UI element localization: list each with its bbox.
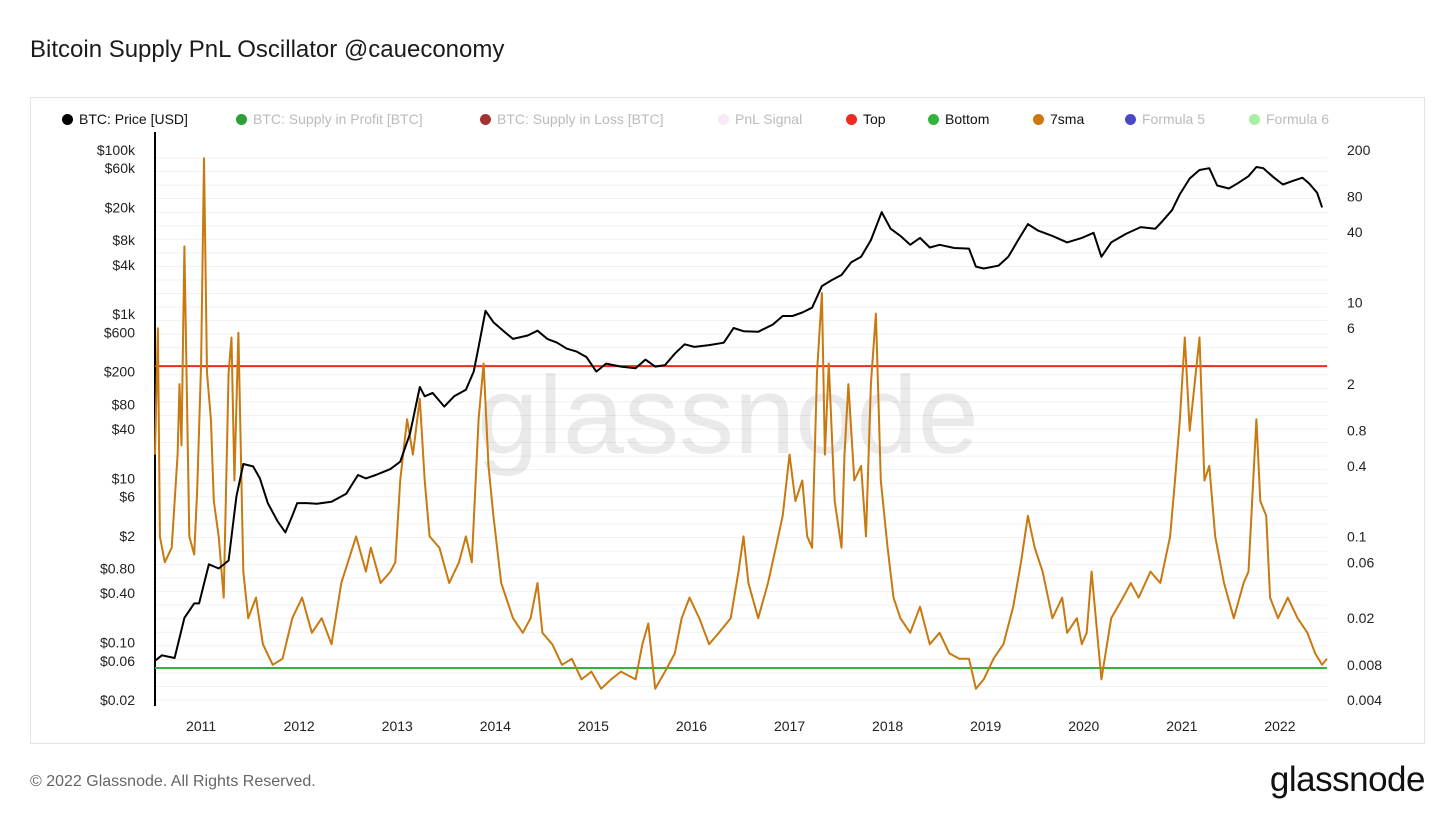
x-tick-label: 2020 [1068, 718, 1099, 734]
y-tick-label-right: 40 [1347, 224, 1363, 240]
legend-label: BTC: Supply in Profit [BTC] [253, 111, 423, 127]
watermark-text: glassnode [477, 354, 979, 477]
legend-label: Formula 6 [1266, 111, 1330, 127]
y-tick-label-left: $60k [105, 160, 136, 176]
y-tick-label-left: $8k [112, 232, 136, 248]
y-tick-label-right: 10 [1347, 294, 1363, 310]
y-tick-label-left: $100k [97, 142, 136, 158]
x-tick-label: 2017 [774, 718, 805, 734]
legend-label: BTC: Supply in Loss [BTC] [497, 111, 664, 127]
legend-item-formula-5[interactable]: Formula 5 [1125, 111, 1205, 127]
y-tick-label-left: $0.40 [100, 585, 135, 601]
y-tick-label-left: $40 [112, 421, 136, 437]
x-tick-label: 2019 [970, 718, 1001, 734]
y-tick-label-left: $80 [112, 396, 136, 412]
x-tick-label: 2022 [1264, 718, 1295, 734]
y-tick-label-left: $4k [112, 257, 136, 273]
y-tick-label-left: $0.80 [100, 560, 135, 576]
legend-label: Bottom [945, 111, 990, 127]
y-tick-label-left: $10 [112, 470, 136, 486]
legend-dot-icon [480, 113, 491, 125]
x-tick-label: 2014 [480, 718, 511, 734]
y-tick-label-right: 0.02 [1347, 610, 1374, 626]
y-tick-label-left: $600 [104, 324, 135, 340]
legend-item-pnl-signal[interactable]: PnL Signal [718, 111, 802, 127]
y-tick-label-right: 0.06 [1347, 554, 1374, 570]
legend-item-top[interactable]: Top [846, 111, 886, 127]
legend-label: PnL Signal [735, 111, 803, 127]
glassnode-logo: glassnode [1269, 760, 1426, 799]
chart-frame [30, 97, 1425, 744]
y-tick-label-left: $20k [105, 199, 136, 215]
y-tick-label-right: 6 [1347, 320, 1355, 336]
y-tick-label-right: 0.008 [1347, 657, 1382, 673]
legend-item-7sma[interactable]: 7sma [1033, 111, 1084, 127]
legend-dot-icon [1125, 113, 1136, 125]
y-tick-label-right: 0.1 [1347, 528, 1367, 544]
legend-label: Formula 5 [1142, 111, 1206, 127]
y-tick-label-left: $6 [119, 489, 135, 505]
y-tick-label-right: 0.8 [1347, 423, 1367, 439]
x-tick-label: 2021 [1166, 718, 1197, 734]
legend-dot-icon [1033, 113, 1044, 125]
y-tick-label-left: $0.06 [100, 653, 135, 669]
legend-label: BTC: Price [USD] [79, 111, 188, 127]
legend-dot-icon [62, 113, 73, 125]
legend-item-supply-in-loss[interactable]: BTC: Supply in Loss [BTC] [480, 111, 664, 127]
y-tick-label-right: 2 [1347, 376, 1355, 392]
y-tick-label-right: 0.004 [1347, 692, 1382, 708]
y-tick-label-left: $200 [104, 364, 135, 380]
legend-item-formula-6[interactable]: Formula 6 [1249, 111, 1329, 127]
sma7-oscillator-line [154, 157, 1328, 690]
x-tick-label: 2016 [676, 718, 707, 734]
y-tick-label-right: 80 [1347, 189, 1363, 205]
y-tick-label-left: $1k [112, 306, 136, 322]
x-tick-label: 2015 [578, 718, 609, 734]
chart-title: Bitcoin Supply PnL Oscillator @caueconom… [30, 36, 505, 63]
legend-dot-icon [718, 113, 729, 125]
legend-label: 7sma [1050, 111, 1085, 127]
legend-label: Top [863, 111, 886, 127]
legend-dot-icon [236, 113, 247, 125]
y-tick-label-left: $2 [119, 528, 135, 544]
y-tick-label-right: 0.4 [1347, 458, 1367, 474]
legend-item-supply-in-profit[interactable]: BTC: Supply in Profit [BTC] [236, 111, 423, 127]
legend-dot-icon [1249, 113, 1260, 125]
x-tick-label: 2018 [872, 718, 903, 734]
y-tick-label-right: 200 [1347, 142, 1371, 158]
btc-price-line [154, 166, 1324, 662]
y-tick-label-left: $0.10 [100, 635, 135, 651]
x-tick-label: 2013 [382, 718, 413, 734]
legend-dot-icon [928, 113, 939, 125]
legend-dot-icon [846, 113, 857, 125]
footer-copyright: © 2022 Glassnode. All Rights Reserved. [30, 773, 316, 790]
legend-item-price[interactable]: BTC: Price [USD] [62, 111, 188, 127]
x-tick-label: 2012 [284, 718, 315, 734]
x-tick-label: 2011 [186, 718, 216, 734]
y-tick-label-left: $0.02 [100, 692, 135, 708]
legend-item-bottom[interactable]: Bottom [928, 111, 989, 127]
